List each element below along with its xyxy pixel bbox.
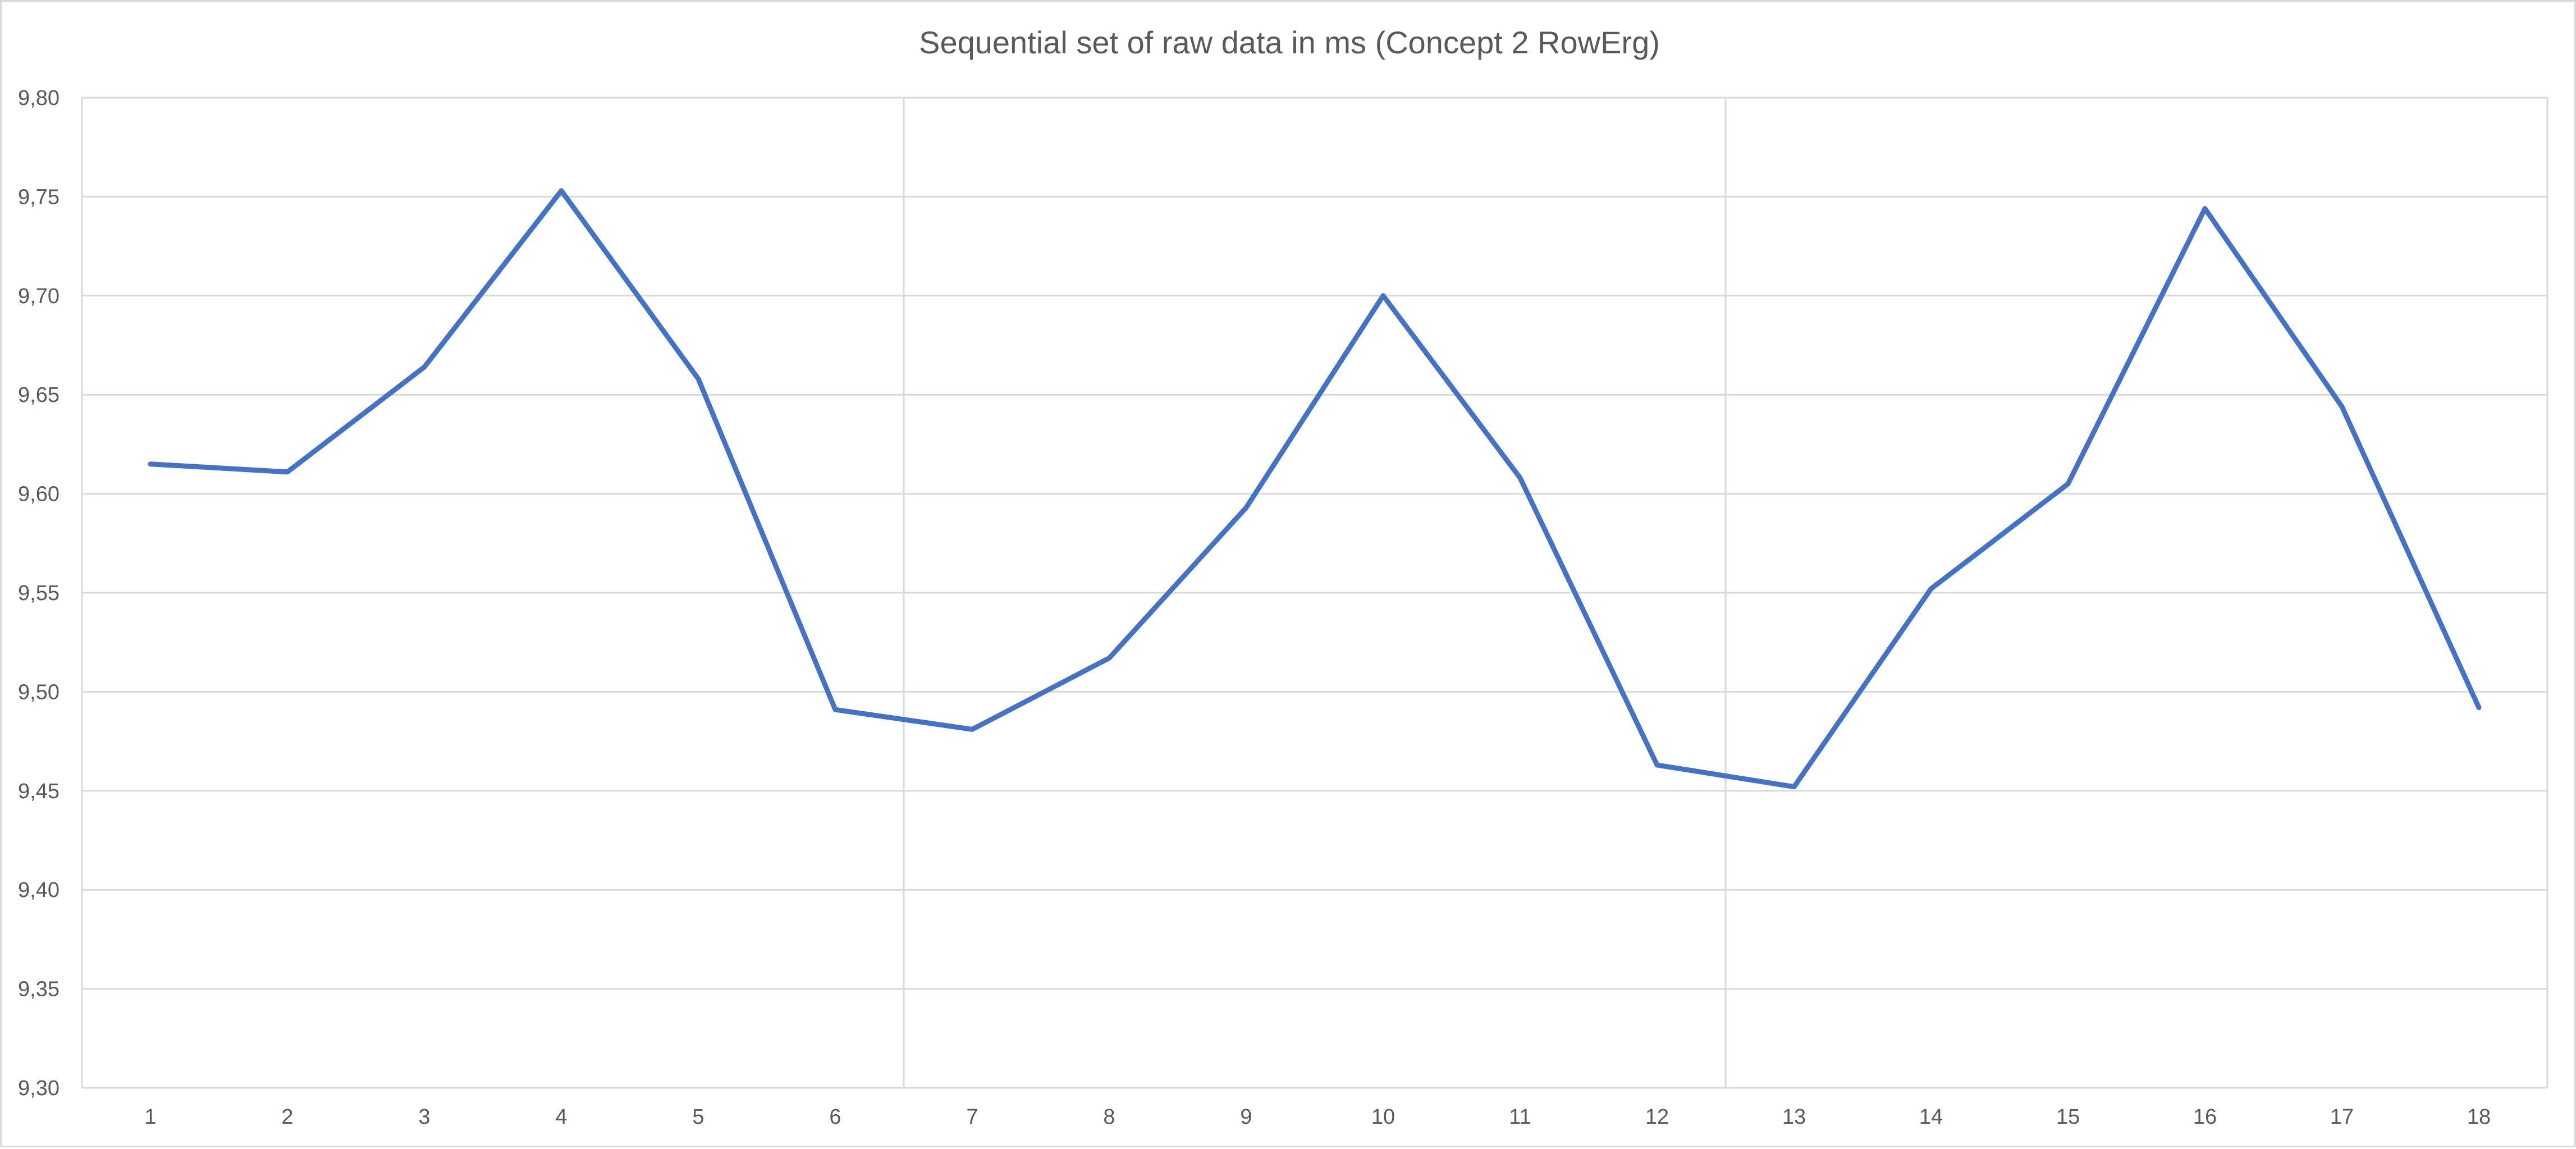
chart-title: Sequential set of raw data in ms (Concep… (919, 25, 1660, 60)
x-tick-label: 10 (1371, 1105, 1395, 1129)
y-tick-label: 9,40 (18, 878, 60, 902)
x-tick-label: 13 (1782, 1105, 1806, 1129)
x-tick-label: 16 (2193, 1105, 2217, 1129)
x-tick-label: 11 (1509, 1105, 1531, 1129)
y-tick-label: 9,75 (18, 185, 60, 209)
x-tick-label: 15 (2056, 1105, 2080, 1129)
y-axis-tick-labels: 9,30 9,35 9,40 9,45 9,50 9,55 9,60 9,65 9,70 9,75… (18, 86, 60, 1100)
y-tick-label: 9,45 (18, 780, 60, 803)
x-tick-label: 17 (2330, 1105, 2354, 1129)
x-tick-label: 14 (1919, 1105, 1943, 1129)
y-tick-label: 9,60 (18, 483, 60, 506)
y-tick-label: 9,70 (18, 285, 60, 308)
y-tick-label: 9,65 (18, 383, 60, 407)
x-tick-label: 7 (966, 1105, 978, 1129)
x-tick-label: 9 (1240, 1105, 1252, 1129)
y-tick-label: 9,30 (18, 1077, 60, 1100)
x-tick-label: 18 (2467, 1105, 2491, 1129)
x-tick-label: 2 (281, 1105, 293, 1129)
y-tick-label: 9,35 (18, 978, 60, 1001)
series-group (150, 191, 2479, 787)
x-tick-label: 3 (418, 1105, 430, 1129)
y-tick-label: 9,80 (18, 86, 60, 110)
x-tick-label: 12 (1645, 1105, 1669, 1129)
x-tick-label: 5 (692, 1105, 704, 1129)
x-tick-label: 1 (144, 1105, 156, 1129)
gridlines (82, 98, 2547, 1088)
x-tick-label: 4 (555, 1105, 567, 1129)
y-tick-label: 9,50 (18, 680, 60, 704)
y-tick-label: 9,55 (18, 582, 60, 605)
series-line (150, 191, 2479, 787)
x-tick-label: 8 (1103, 1105, 1115, 1129)
x-tick-label: 6 (829, 1105, 841, 1129)
